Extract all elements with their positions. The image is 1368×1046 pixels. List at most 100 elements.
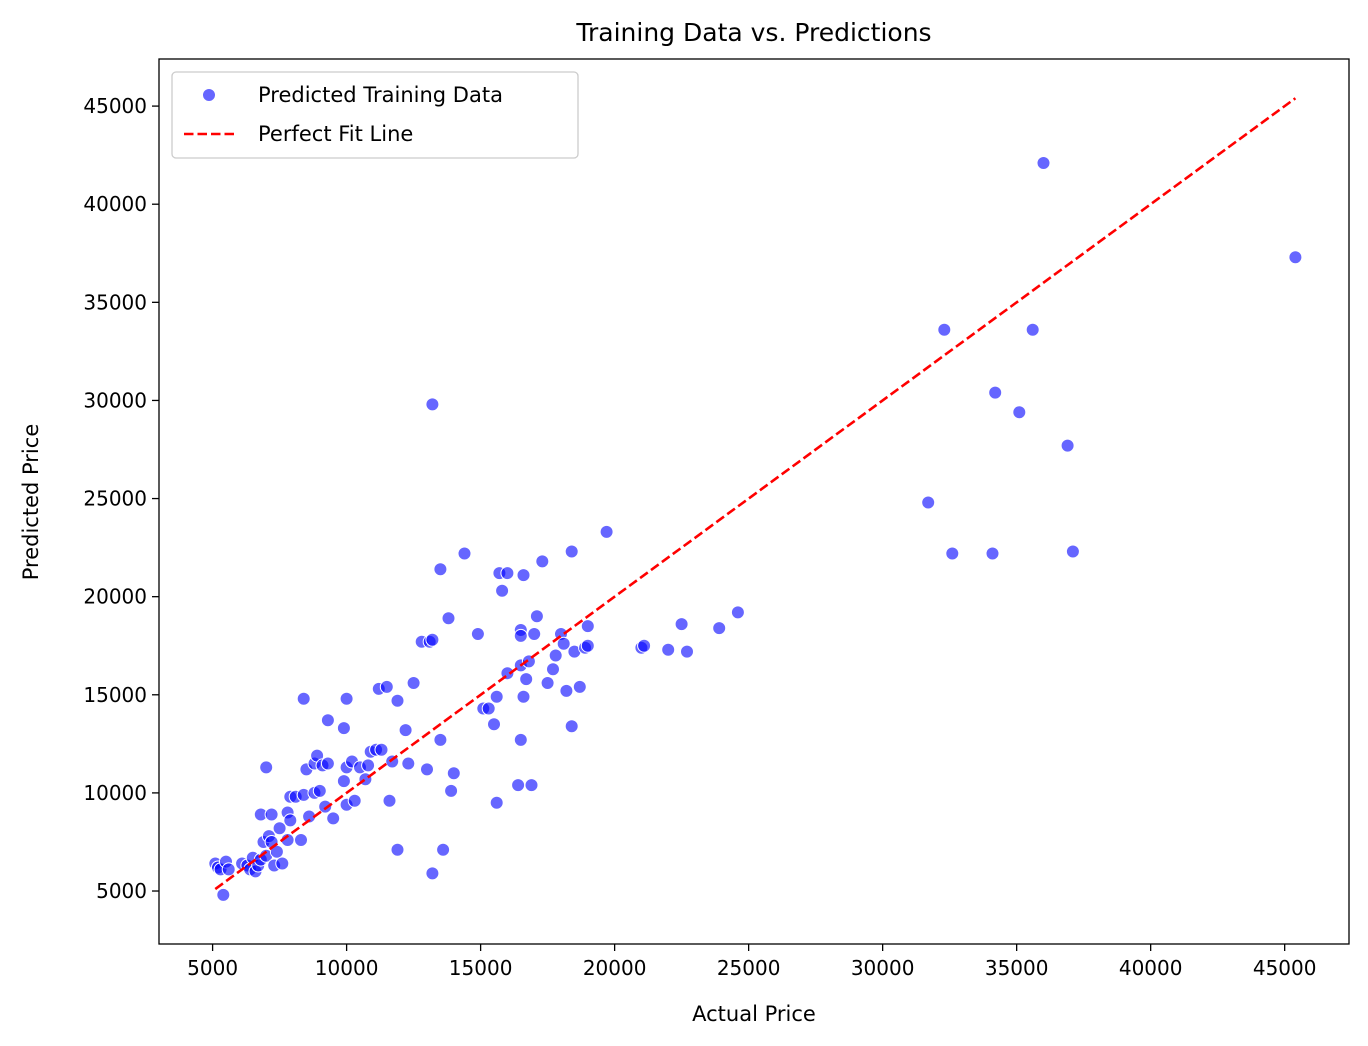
data-point — [312, 783, 327, 798]
y-axis: 5000 10000 15000 20000 25000 30000 35000 40000 4… — [83, 94, 159, 903]
data-point — [564, 719, 579, 734]
data-point — [487, 717, 501, 732]
data-point — [1060, 438, 1075, 453]
data-point — [1065, 544, 1080, 559]
legend: Predicted Training Data Perfect Fit Line — [171, 71, 579, 159]
x-tick-label: 35000 — [985, 956, 1049, 980]
data-point — [318, 799, 333, 814]
legend-box — [171, 71, 579, 159]
data-point — [548, 648, 563, 663]
data-point — [1036, 156, 1051, 170]
data-point — [513, 628, 528, 643]
x-tick-label: 40000 — [1119, 956, 1183, 980]
data-point — [457, 546, 472, 561]
data-point — [470, 627, 485, 641]
axes-frame — [158, 58, 1350, 945]
data-point — [1025, 322, 1040, 337]
data-point — [637, 638, 652, 653]
data-point — [326, 811, 341, 826]
data-point — [674, 617, 689, 632]
data-point — [661, 642, 676, 657]
x-tick-label: 45000 — [1253, 956, 1317, 980]
data-point — [433, 562, 448, 577]
data-point — [296, 691, 311, 706]
data-point — [516, 689, 531, 704]
data-point — [379, 679, 394, 694]
data-point — [937, 322, 952, 337]
data-point — [374, 742, 389, 757]
data-point — [500, 566, 515, 581]
data-point — [336, 774, 351, 789]
data-point — [446, 766, 461, 781]
data-point — [556, 636, 571, 651]
legend-label-line: Perfect Fit Line — [258, 122, 413, 146]
data-point — [680, 644, 694, 659]
y-tick-label: 40000 — [83, 192, 147, 216]
data-point — [401, 756, 416, 771]
data-point — [294, 833, 308, 847]
data-point — [529, 609, 544, 624]
data-point — [283, 813, 298, 828]
data-point — [320, 713, 335, 728]
y-tick-label: 10000 — [83, 781, 147, 805]
data-point — [513, 732, 528, 747]
data-point — [1012, 405, 1027, 420]
data-point — [420, 762, 434, 777]
data-point — [985, 546, 1000, 561]
data-point — [730, 605, 745, 620]
data-point — [275, 856, 290, 871]
data-point — [564, 544, 579, 559]
perfect-fit-line — [214, 97, 1297, 891]
data-point — [516, 568, 531, 583]
data-point — [320, 756, 335, 771]
x-tick-label: 25000 — [717, 956, 781, 980]
data-point — [444, 783, 459, 798]
chart-title: Training Data vs. Predictions — [575, 18, 931, 47]
x-tick-label: 30000 — [851, 956, 915, 980]
data-point — [540, 676, 555, 690]
data-point — [572, 679, 587, 694]
data-point — [546, 662, 560, 677]
data-point — [390, 693, 405, 708]
x-tick-label: 15000 — [449, 956, 513, 980]
data-point — [406, 676, 421, 690]
data-point — [489, 689, 504, 704]
data-point — [221, 862, 236, 877]
data-point — [433, 732, 448, 747]
y-tick-label: 35000 — [83, 290, 147, 314]
x-tick-label: 10000 — [315, 956, 379, 980]
data-point — [441, 611, 456, 626]
y-tick-label: 20000 — [83, 585, 147, 609]
data-point — [436, 842, 451, 857]
data-point — [347, 793, 362, 808]
data-point — [519, 672, 534, 687]
data-point — [481, 701, 496, 716]
data-point — [216, 887, 231, 902]
data-point — [264, 807, 279, 822]
data-point — [945, 546, 960, 561]
data-point — [361, 758, 376, 773]
data-point — [580, 638, 595, 653]
x-tick-label: 20000 — [583, 956, 647, 980]
y-tick-label: 15000 — [83, 683, 147, 707]
data-point — [988, 385, 1003, 400]
legend-label-scatter: Predicted Training Data — [258, 83, 503, 107]
data-point — [489, 795, 504, 810]
data-point — [1288, 250, 1303, 265]
data-point — [559, 683, 574, 698]
y-tick-label: 25000 — [83, 487, 147, 511]
data-point — [425, 866, 440, 881]
y-tick-label: 30000 — [83, 388, 147, 412]
data-point — [527, 627, 542, 641]
data-point — [921, 495, 936, 510]
y-axis-label: Predicted Price — [19, 424, 43, 581]
data-point — [599, 524, 614, 539]
data-point — [390, 842, 405, 857]
data-point — [336, 721, 351, 736]
data-point — [712, 621, 727, 636]
x-tick-label: 5000 — [187, 956, 238, 980]
data-point — [398, 723, 413, 738]
data-point — [524, 778, 539, 793]
data-point — [511, 778, 526, 793]
legend-marker-scatter — [202, 88, 216, 102]
